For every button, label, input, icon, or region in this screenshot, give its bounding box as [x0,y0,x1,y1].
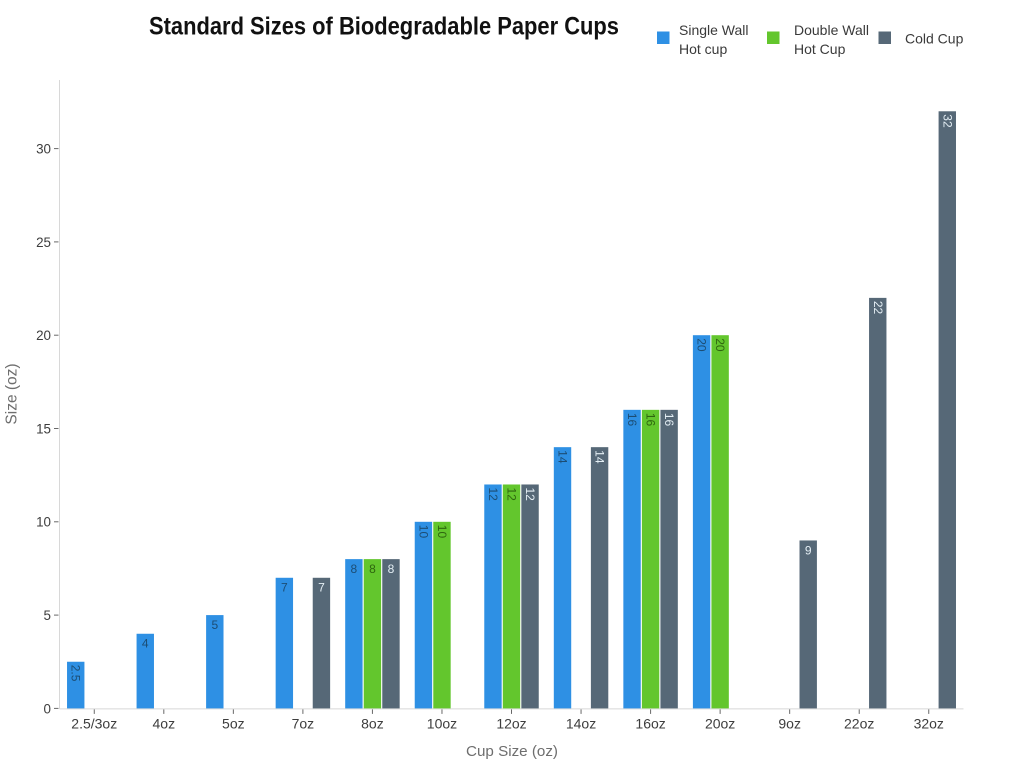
svg-text:2.5: 2.5 [69,665,83,682]
svg-text:9oz: 9oz [778,716,801,732]
svg-text:8: 8 [388,562,395,576]
svg-text:15: 15 [36,421,51,436]
svg-text:22oz: 22oz [844,716,874,732]
svg-text:20oz: 20oz [705,716,735,732]
svg-text:14: 14 [593,450,607,464]
svg-text:Hot cup: Hot cup [679,41,727,57]
svg-text:20: 20 [695,338,709,352]
svg-text:10: 10 [36,515,51,530]
svg-text:10: 10 [435,525,449,539]
svg-text:9: 9 [805,543,812,557]
svg-text:Single Wall: Single Wall [679,22,749,38]
svg-text:7: 7 [318,581,325,595]
svg-text:2.5/3oz: 2.5/3oz [71,716,117,732]
svg-text:8: 8 [351,562,358,576]
svg-text:7: 7 [281,581,288,595]
svg-text:10: 10 [416,525,430,539]
svg-text:4oz: 4oz [153,716,176,732]
svg-text:4: 4 [142,637,149,651]
svg-text:14: 14 [556,450,570,464]
svg-text:30: 30 [36,142,51,157]
svg-text:12: 12 [505,487,519,501]
svg-text:0: 0 [44,701,51,716]
svg-text:5: 5 [211,618,218,632]
svg-text:Cup Size (oz): Cup Size (oz) [466,743,558,760]
svg-text:8oz: 8oz [361,716,384,732]
svg-text:16: 16 [625,413,639,427]
svg-text:12: 12 [486,487,500,501]
svg-text:14oz: 14oz [566,716,596,732]
svg-text:Double Wall: Double Wall [794,22,869,38]
svg-text:Cold Cup: Cold Cup [905,30,964,46]
svg-text:Size (oz): Size (oz) [3,363,20,424]
svg-text:Hot Cup: Hot Cup [794,41,846,57]
svg-text:16: 16 [644,413,658,427]
svg-text:Standard Sizes of Biodegradabl: Standard Sizes of Biodegradable Paper Cu… [149,13,619,41]
svg-text:25: 25 [36,235,51,250]
svg-text:20: 20 [36,328,51,343]
svg-text:5oz: 5oz [222,716,245,732]
svg-text:16oz: 16oz [635,716,665,732]
svg-text:22: 22 [871,301,885,315]
svg-text:5: 5 [44,608,51,623]
svg-text:10oz: 10oz [427,716,457,732]
svg-text:12: 12 [523,487,537,501]
svg-text:32: 32 [940,114,954,128]
svg-text:32oz: 32oz [914,716,944,732]
svg-text:8: 8 [369,562,376,576]
svg-text:16: 16 [662,413,676,427]
svg-text:7oz: 7oz [292,716,315,732]
svg-text:20: 20 [713,338,727,352]
svg-text:12oz: 12oz [496,716,526,732]
